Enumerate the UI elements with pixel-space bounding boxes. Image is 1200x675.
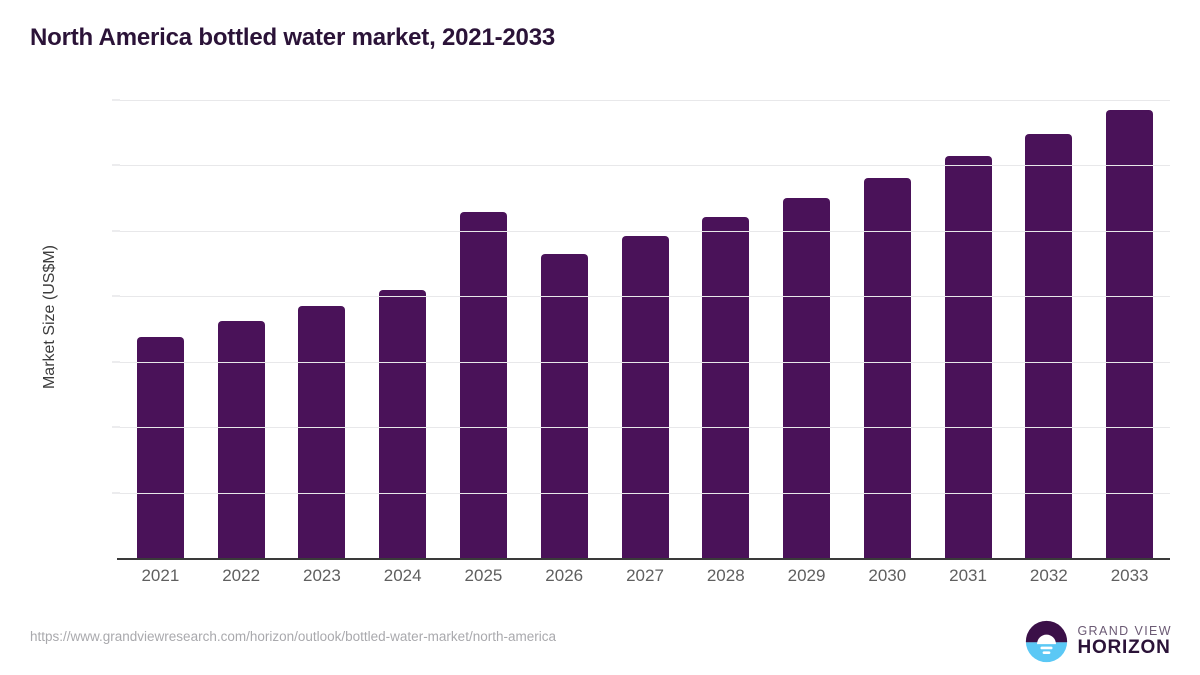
x-tick-label: 2024 <box>383 566 422 585</box>
bar-2029[interactable] <box>783 197 831 558</box>
y-tick-mark <box>112 426 120 428</box>
gridline <box>120 230 1170 232</box>
horizon-circle-icon <box>1026 620 1068 663</box>
gridline <box>120 492 1170 494</box>
x-tick-label: 2022 <box>222 566 261 585</box>
y-tick-mark <box>112 99 120 101</box>
bar-2023[interactable] <box>298 306 346 558</box>
bar-2033[interactable] <box>1106 109 1154 558</box>
bar-2022[interactable] <box>217 321 265 558</box>
gridline <box>120 296 1170 298</box>
x-tick-label: 2031 <box>949 566 987 585</box>
plot-area: 020k40k60k80k100k120k140k202120222023202… <box>112 70 1170 600</box>
brand-line-1: GRAND VIEW <box>1077 623 1172 638</box>
page-title: North America bottled water market, 2021… <box>30 24 555 51</box>
x-tick-label: 2030 <box>868 566 907 585</box>
gridline <box>120 361 1170 363</box>
x-tick-label: 2026 <box>545 566 584 585</box>
y-axis-title: Market Size (US$M) <box>41 244 58 390</box>
brand-line-2: HORIZON <box>1077 637 1171 659</box>
x-tick-label: 2021 <box>141 566 180 585</box>
bar-2032[interactable] <box>1025 133 1073 558</box>
x-tick-label: 2032 <box>1029 566 1068 585</box>
bar-series <box>120 70 1170 600</box>
gridline <box>120 100 1170 101</box>
bar-2031[interactable] <box>944 156 992 558</box>
x-tick-label: 2028 <box>706 566 745 585</box>
y-tick-mark <box>112 230 120 232</box>
y-tick-mark <box>112 164 120 166</box>
x-tick-label: 2033 <box>1110 566 1149 585</box>
bar-2025[interactable] <box>459 211 507 558</box>
chart-container: Market Size (US$M) 020k40k60k80k100k120k… <box>0 70 1200 600</box>
bar-2027[interactable] <box>621 235 669 558</box>
x-tick-label: 2027 <box>626 566 664 585</box>
brand-logo-text: GRAND VIEW HORIZON <box>1077 623 1172 659</box>
bar-2021[interactable] <box>136 336 184 558</box>
bar-2024[interactable] <box>379 289 427 558</box>
bar-2026[interactable] <box>540 253 588 558</box>
bar-2030[interactable] <box>863 177 911 558</box>
x-tick-label: 2029 <box>787 566 826 585</box>
source-url[interactable]: https://www.grandviewresearch.com/horizo… <box>30 629 556 644</box>
y-tick-mark <box>112 492 120 494</box>
bar-2028[interactable] <box>702 217 750 558</box>
x-tick-label: 2023 <box>303 566 341 585</box>
gridline <box>120 165 1170 167</box>
x-axis-line <box>117 558 1170 560</box>
brand-logo: GRAND VIEW HORIZON <box>1025 620 1172 663</box>
y-tick-mark <box>112 361 120 363</box>
y-tick-mark <box>112 295 120 297</box>
x-tick-label: 2025 <box>464 566 503 585</box>
gridline <box>120 427 1170 429</box>
